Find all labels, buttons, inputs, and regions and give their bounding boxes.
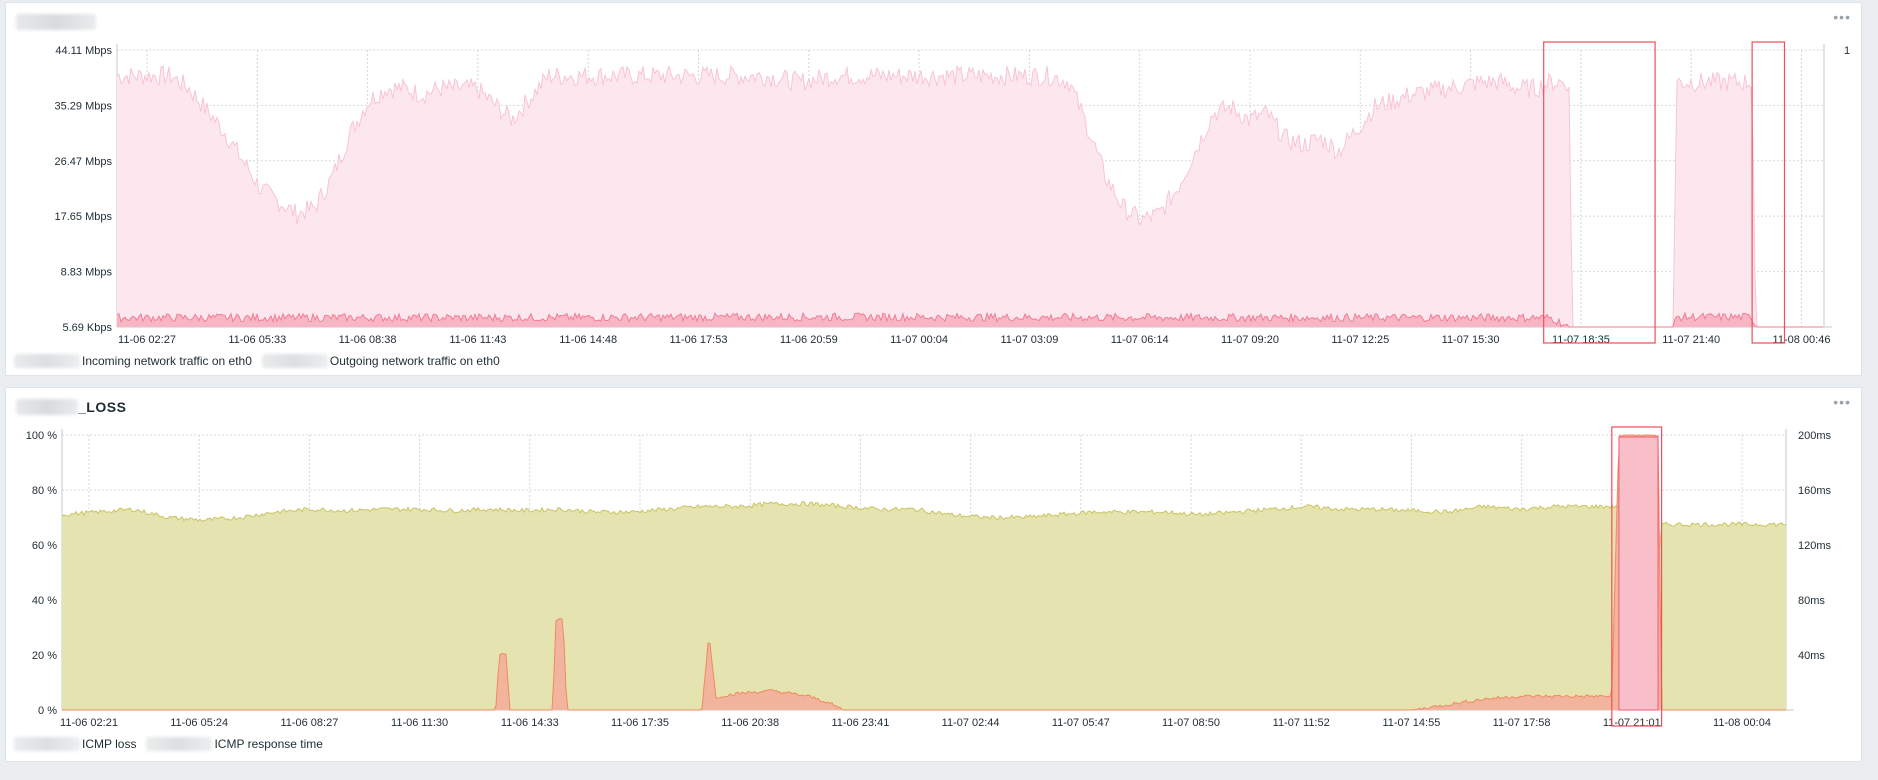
right-axis-label: 40ms [1798, 650, 1825, 662]
legend-label-incoming: Incoming network traffic on eth0 [82, 354, 252, 368]
loss-panel-title-suffix: _LOSS [78, 399, 127, 415]
y-tick-label: 0 % [38, 705, 57, 717]
x-tick-label: 11-06 20:38 [721, 717, 779, 729]
x-tick-label: 11-06 05:24 [170, 717, 228, 729]
x-tick-label: 11-06 17:53 [670, 334, 728, 346]
y-tick-label: 100 % [26, 430, 57, 442]
x-tick-label: 11-07 15:30 [1442, 334, 1500, 346]
y-tick-label: 44.11 Mbps [55, 45, 112, 57]
right-axis-label: 120ms [1798, 540, 1832, 552]
x-tick-label: 11-07 09:20 [1221, 334, 1279, 346]
x-tick-label: 11-07 17:58 [1493, 717, 1551, 729]
x-tick-label: 11-06 14:33 [501, 717, 559, 729]
y-tick-label: 20 % [32, 650, 57, 662]
x-tick-label: 11-06 20:59 [780, 334, 838, 346]
y-tick-label: 60 % [32, 540, 57, 552]
y-tick-label: 17.65 Mbps [55, 211, 113, 223]
loss-panel-title: _LOSS [16, 398, 126, 416]
x-tick-label: 11-07 02:44 [942, 717, 1000, 729]
x-tick-label: 11-07 18:35 [1552, 334, 1610, 346]
y-tick-label: 5.69 Kbps [62, 322, 112, 334]
series-line [61, 501, 1787, 711]
loss-chart: 0 % 20 % 40 % 60 % 80 % 100 % 11-06 02:21 11-06… [26, 426, 1832, 729]
legend-label-icmp-response: ICMP response time [214, 737, 323, 751]
x-tick-label: 11-07 00:04 [890, 334, 948, 346]
x-tick-label: 11-06 08:38 [339, 334, 397, 346]
loss-panel-menu-button[interactable]: ••• [1833, 394, 1851, 410]
x-tick-label: 11-07 05:47 [1052, 717, 1110, 729]
x-tick-label: 11-07 21:40 [1662, 334, 1720, 346]
x-tick-label: 11-06 02:21 [60, 717, 118, 729]
x-tick-label: 11-06 11:43 [449, 334, 506, 346]
traffic-panel-menu-button[interactable]: ••• [1833, 9, 1851, 25]
legend-item-icmp-response[interactable]: ICMP response time [146, 737, 323, 751]
x-tick-label: 11-07 14:55 [1382, 717, 1440, 729]
series-line [116, 311, 1823, 328]
loss-100-block [1618, 436, 1659, 711]
loss-legend: ICMP loss ICMP response time [14, 736, 333, 752]
redacted-title [16, 14, 96, 30]
y-tick-label: 26.47 Mbps [55, 156, 113, 168]
series-line [62, 434, 1786, 711]
traffic-panel-title [16, 13, 96, 31]
right-axis-label: 80ms [1798, 595, 1825, 607]
x-tick-label: 11-06 05:33 [228, 334, 286, 346]
loss-panel: _LOSS ••• 0 % 20 % 40 % 60 % 80 % 100 % 11-06 … [5, 387, 1862, 762]
x-tick-label: 11-06 08:27 [280, 717, 338, 729]
y-tick-label: 80 % [32, 485, 57, 497]
x-tick-label: 11-07 12:25 [1331, 334, 1389, 346]
x-tick-label: 11-06 02:27 [118, 334, 176, 346]
traffic-panel: ••• 5.69 Kbps 8.83 Mbps 17.65 Mbps 26.47 Mb… [5, 2, 1862, 376]
redacted-legend-host [14, 737, 80, 751]
highlight-box [1751, 41, 1786, 344]
x-tick-label: 11-08 00:04 [1713, 717, 1771, 729]
x-tick-label: 11-06 23:41 [831, 717, 889, 729]
y-tick-label: 35.29 Mbps [55, 100, 113, 112]
series-area [62, 501, 1786, 710]
x-tick-label: 11-07 03:09 [1000, 334, 1058, 346]
legend-item-icmp-loss[interactable]: ICMP loss [14, 737, 136, 751]
redacted-legend-host [261, 354, 328, 368]
legend-item-incoming[interactable]: Incoming network traffic on eth0 [14, 354, 252, 368]
legend-label-outgoing: Outgoing network traffic on eth0 [329, 354, 500, 368]
series-area [62, 435, 1786, 710]
highlight-box [1543, 41, 1656, 344]
y-tick-label: 40 % [32, 595, 57, 607]
right-axis-label: 1 [1844, 45, 1850, 57]
right-axis-label: 200ms [1798, 430, 1832, 442]
x-tick-label: 11-08 00:46 [1773, 334, 1831, 346]
series-area [117, 65, 1823, 328]
x-tick-label: 11-06 14:48 [559, 334, 617, 346]
legend-item-outgoing[interactable]: Outgoing network traffic on eth0 [261, 354, 500, 368]
x-tick-label: 11-06 17:35 [611, 717, 669, 729]
traffic-legend: Incoming network traffic on eth0 Outgoin… [14, 353, 510, 369]
legend-label-icmp-loss: ICMP loss [82, 737, 137, 751]
x-tick-label: 11-07 08:50 [1162, 717, 1220, 729]
redacted-legend-host [146, 737, 213, 751]
x-tick-label: 11-07 06:14 [1111, 334, 1169, 346]
x-tick-label: 11-07 11:52 [1273, 717, 1330, 729]
y-tick-label: 8.83 Mbps [61, 267, 113, 279]
redacted-title [16, 399, 78, 415]
x-tick-label: 11-06 11:30 [391, 717, 448, 729]
series-line [116, 64, 1823, 328]
highlight-box [1611, 426, 1663, 727]
redacted-legend-host [14, 354, 80, 368]
traffic-chart: 5.69 Kbps 8.83 Mbps 17.65 Mbps 26.47 Mbps 35… [55, 41, 1850, 346]
right-axis-label: 160ms [1798, 485, 1832, 497]
